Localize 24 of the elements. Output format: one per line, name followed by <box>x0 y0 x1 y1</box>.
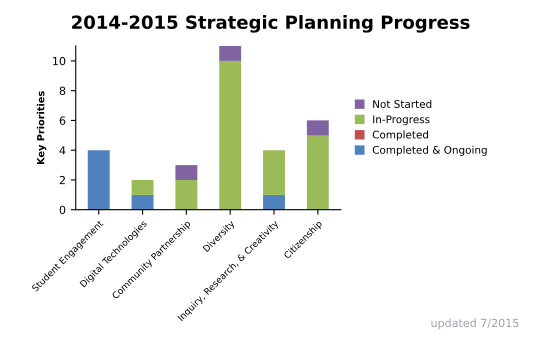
chart-title: 2014-2015 Strategic Planning Progress <box>72 15 470 33</box>
bar <box>306 120 329 136</box>
text: updated 7/2015 <box>431 318 518 330</box>
y-axis-title: Key Priorities <box>36 91 46 164</box>
bar <box>306 135 329 210</box>
bar <box>88 150 110 210</box>
y-tick-label: 4 <box>59 146 66 154</box>
legend-label: Not Started <box>373 100 432 108</box>
y-tick-label: 8 <box>60 86 66 96</box>
y-tick-label: 6 <box>60 116 66 125</box>
legend-label: In-Progress <box>373 116 430 126</box>
bar <box>175 165 198 180</box>
y-tick-label: 10 <box>53 56 66 66</box>
bar <box>219 60 242 210</box>
bar <box>132 194 154 210</box>
y-tick-label: 2 <box>60 176 65 184</box>
y-tick-label: 0 <box>60 206 66 214</box>
bar <box>263 194 285 210</box>
bar <box>263 150 285 195</box>
legend-label: Completed & Ongoing <box>372 146 487 156</box>
bar <box>219 46 242 61</box>
bar <box>175 180 198 210</box>
legend-label: Completed <box>372 130 428 141</box>
bar <box>132 180 154 195</box>
